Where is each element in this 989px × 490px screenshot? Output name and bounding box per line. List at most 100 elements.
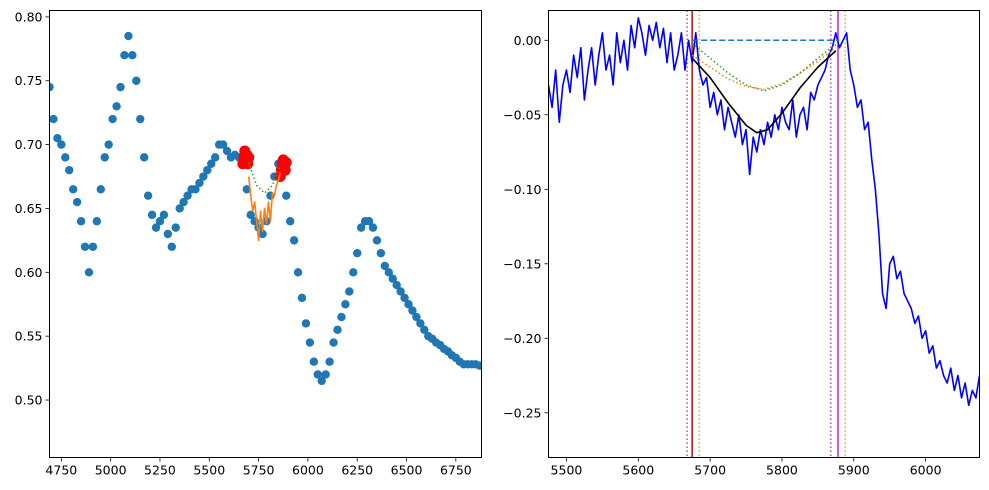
spectrum-point <box>384 268 393 277</box>
left-ytick-label: 0.75 <box>15 73 43 88</box>
model-curve-path <box>691 50 837 134</box>
left-xtick-label: 6500 <box>391 463 423 478</box>
left-axes-frame <box>49 10 482 458</box>
spectrum-point <box>210 153 220 162</box>
spectrum-point <box>175 204 184 213</box>
spectrum-point <box>183 191 192 200</box>
spectrum-point <box>372 236 382 245</box>
spectrum-point <box>475 361 482 370</box>
left-ytick-label: 0.60 <box>15 265 43 280</box>
fit-line-path <box>247 172 282 242</box>
spectrum-point <box>139 153 149 162</box>
spectrum-point <box>80 242 90 251</box>
left-xtick-label: 5750 <box>243 463 275 478</box>
spectrum-point <box>61 153 70 162</box>
right-xtick-label: 5800 <box>766 463 798 478</box>
spectrum-point <box>341 300 350 309</box>
spectrum-point <box>151 223 161 232</box>
right-ytick-label: 0.00 <box>514 33 542 48</box>
left-panel: 4750 5000 5250 5500 5750 6000 6250 6500 6750 0.50… <box>15 9 482 478</box>
spectrum-point <box>349 268 358 277</box>
right-xtick-label: 5500 <box>551 463 583 478</box>
spectrum-point <box>404 300 413 309</box>
right-panel: 5500 5600 5700 5800 5900 6000 0.00 −0.05 −0.10 −0… <box>503 10 980 478</box>
spectrum-point <box>337 312 346 322</box>
left-ytick-label: 0.70 <box>15 137 43 152</box>
right-xtick-label: 5600 <box>622 463 654 478</box>
left-xtick-label: 4750 <box>45 463 77 478</box>
spectrum-point <box>112 102 121 111</box>
continuum-points-point <box>243 151 255 163</box>
right-ticks: 5500 5600 5700 5800 5900 6000 0.00 −0.05 −0.10 −0… <box>503 33 941 478</box>
spectrum-point <box>100 153 109 162</box>
spectrum-point <box>333 325 342 334</box>
spectrum-point <box>329 338 338 347</box>
spectrum-point <box>301 319 311 328</box>
left-xtick-label: 5000 <box>95 463 127 478</box>
spectrum-point <box>218 140 228 149</box>
spectrum-point <box>353 248 362 258</box>
fit-dotted-orange-path <box>691 47 837 91</box>
spectrum-point <box>222 146 232 156</box>
spectrum-point <box>242 185 251 194</box>
spectrum-point <box>246 210 255 220</box>
spectrum-point <box>179 197 188 207</box>
spectrum-point <box>325 357 334 366</box>
spectrum-point <box>203 165 212 175</box>
left-xtick-label: 5250 <box>144 463 176 478</box>
spectrum-point <box>309 357 319 366</box>
left-xtick-label: 5500 <box>193 463 225 478</box>
spectrum-point <box>76 217 86 226</box>
spectrum-point <box>132 76 141 85</box>
right-xtick-label: 5700 <box>694 463 726 478</box>
left-xtick-label: 6000 <box>292 463 324 478</box>
spectrum-point <box>84 268 94 277</box>
spectrum-point <box>49 82 54 92</box>
spectrum-point <box>368 223 378 232</box>
spectrum-point <box>72 197 82 207</box>
spectrum-point <box>400 293 409 303</box>
spectrum-point <box>128 51 137 60</box>
spectrum-point <box>163 229 173 239</box>
spectrum-point <box>120 51 129 60</box>
spectrum-point <box>376 248 386 258</box>
spectrum-point <box>116 82 125 92</box>
left-ytick-label: 0.65 <box>15 201 43 216</box>
spectrum-point <box>388 274 397 283</box>
right-ytick-label: −0.05 <box>503 107 541 122</box>
continuum-points-points <box>237 145 292 183</box>
spectrum-point <box>191 185 200 194</box>
spectrum-path <box>548 17 980 407</box>
spectrum-point <box>136 114 145 124</box>
spectrum-point <box>147 210 157 220</box>
spectrum-point <box>124 31 133 41</box>
left-ytick-label: 0.55 <box>15 329 43 344</box>
spectrum-points <box>49 31 482 386</box>
right-ytick-label: −0.15 <box>503 256 541 271</box>
right-ytick-label: −0.20 <box>503 331 541 346</box>
spectrum-point <box>364 217 374 226</box>
spectrum-point <box>68 185 78 194</box>
spectrum-point <box>207 159 216 168</box>
spectrum-point <box>420 325 429 334</box>
left-ytick-label: 0.80 <box>15 9 43 24</box>
left-plot-area <box>49 31 482 386</box>
spectrum-point <box>155 217 165 226</box>
spectrum-point <box>57 140 66 149</box>
left-xtick-label: 6250 <box>341 463 373 478</box>
left-ticks: 4750 5000 5250 5500 5750 6000 6250 6500 6750 0.50… <box>15 9 472 477</box>
right-series-group <box>548 10 980 458</box>
right-xtick-label: 6000 <box>910 463 942 478</box>
spectrum-point <box>199 172 208 181</box>
right-plot-area <box>548 10 980 458</box>
right-ytick-label: −0.10 <box>503 182 541 197</box>
left-series-group <box>49 31 482 386</box>
spectrum-point <box>65 165 74 175</box>
spectrum-point <box>313 370 322 379</box>
spectrum-point <box>104 140 113 149</box>
continuum-points-point <box>280 156 292 168</box>
spectrum-point <box>88 242 98 251</box>
spectrum-point <box>380 261 390 271</box>
spectrum-point <box>171 223 180 232</box>
